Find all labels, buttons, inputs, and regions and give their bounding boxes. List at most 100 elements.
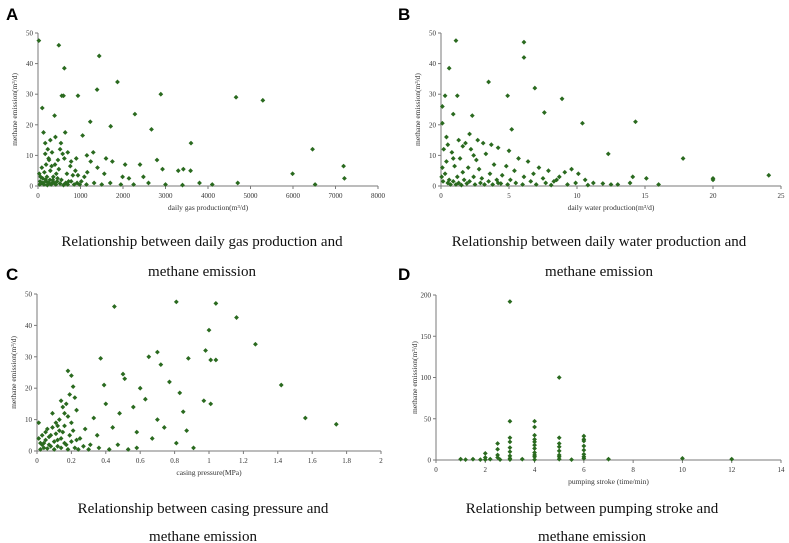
data-point [73, 168, 78, 174]
data-point [507, 445, 513, 451]
data-point [461, 177, 467, 183]
y-tick-label: 10 [25, 416, 33, 424]
data-point [656, 182, 661, 187]
data-point [47, 168, 53, 174]
x-tick-label: 0 [36, 192, 40, 200]
data-point [62, 440, 67, 446]
data-point [51, 447, 57, 452]
data-point [99, 182, 105, 187]
data-point [90, 149, 96, 155]
data-point [84, 182, 89, 187]
panel-letter: A [6, 5, 18, 24]
data-point [507, 455, 513, 461]
x-tick-label: 2 [484, 466, 488, 474]
data-point [68, 159, 74, 164]
data-point [40, 175, 46, 181]
data-point [532, 446, 537, 451]
data-point [333, 421, 339, 427]
data-point [96, 445, 102, 451]
data-point [532, 457, 537, 462]
data-point [483, 151, 489, 157]
data-point [569, 457, 574, 462]
data-point [446, 65, 452, 71]
data-point [62, 130, 68, 135]
data-point [532, 439, 537, 445]
data-point [44, 426, 50, 432]
data-point [532, 452, 537, 458]
data-point [70, 428, 76, 433]
data-point [442, 171, 448, 177]
data-point [565, 182, 570, 187]
data-point [58, 140, 64, 146]
data-point [173, 299, 179, 305]
data-point [91, 415, 97, 421]
x-tick-label: 6000 [286, 192, 301, 200]
data-point [65, 182, 71, 187]
x-tick-label: 5 [507, 192, 511, 200]
data-point [191, 445, 196, 451]
data-point [630, 174, 636, 180]
data-point [439, 174, 445, 180]
data-point [112, 304, 117, 309]
data-point [58, 436, 64, 441]
data-point [532, 436, 537, 442]
data-point [342, 175, 347, 181]
data-point [556, 435, 562, 441]
data-point [131, 182, 137, 187]
data-point [312, 182, 318, 187]
data-point [134, 445, 140, 451]
data-point [58, 398, 64, 404]
x-axis-title: daily water production(m³/d) [568, 203, 655, 212]
data-point [213, 301, 219, 306]
data-point [38, 447, 43, 452]
data-point [581, 451, 587, 457]
data-point [459, 182, 464, 188]
data-point [149, 436, 155, 441]
data-point [110, 425, 116, 430]
data-point [47, 137, 53, 143]
data-point [208, 357, 214, 363]
data-point [43, 162, 49, 167]
data-point [201, 398, 207, 404]
data-point [491, 162, 497, 167]
data-point [506, 148, 512, 154]
data-point [310, 146, 315, 152]
data-point [233, 94, 239, 100]
data-point [50, 174, 56, 180]
data-point [608, 182, 614, 187]
data-point [470, 456, 476, 462]
data-point [562, 169, 568, 175]
data-point [454, 93, 460, 99]
data-point [452, 163, 457, 169]
data-point [499, 172, 505, 178]
data-point [161, 425, 167, 430]
data-point [503, 163, 509, 169]
data-point [478, 180, 483, 186]
data-point [60, 429, 66, 435]
data-point [497, 457, 503, 462]
data-point [180, 182, 185, 188]
data-point [60, 404, 66, 410]
data-point [82, 426, 88, 432]
data-point [290, 171, 295, 177]
data-point [55, 437, 61, 443]
data-point [72, 445, 78, 451]
data-point [260, 97, 266, 103]
y-tick-label: 10 [429, 152, 437, 160]
data-point [98, 355, 104, 361]
y-axis-title: methane emission(m³/d) [413, 73, 422, 146]
data-point [39, 442, 45, 448]
data-point [490, 182, 496, 187]
data-point [54, 179, 60, 184]
data-point [507, 439, 513, 445]
data-point [482, 455, 488, 460]
data-point [91, 180, 97, 186]
data-point [456, 180, 462, 186]
data-point [81, 443, 86, 449]
x-tick-label: 4000 [201, 192, 216, 200]
data-point [62, 423, 67, 429]
data-point [532, 85, 538, 91]
x-tick-label: 1 [207, 457, 211, 465]
x-tick-label: 0.2 [67, 457, 76, 465]
data-point [65, 447, 71, 452]
